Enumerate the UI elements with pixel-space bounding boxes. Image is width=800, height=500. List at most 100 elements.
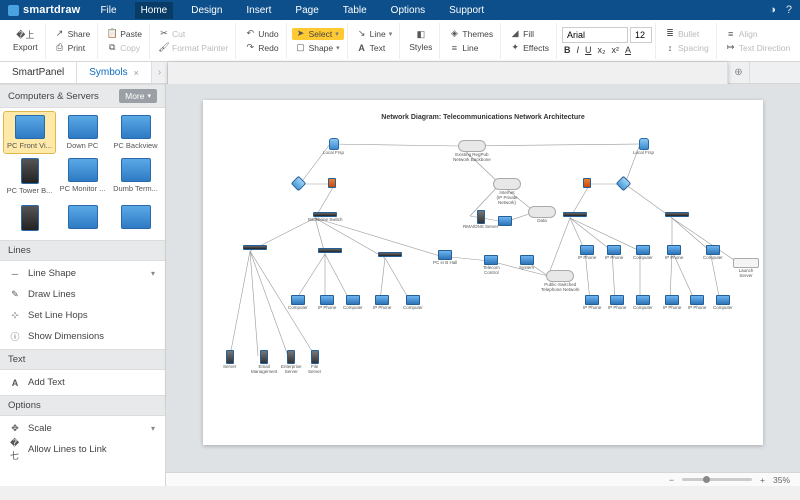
diagram-node[interactable]: [583, 178, 591, 188]
diagram-node[interactable]: [293, 178, 304, 189]
zoom-out-button[interactable]: −: [669, 475, 674, 485]
italic-button[interactable]: I: [576, 45, 579, 55]
superscript-button[interactable]: x²: [611, 45, 619, 55]
diagram-node[interactable]: IP Phone: [688, 295, 706, 311]
diagram-node[interactable]: System: [519, 255, 534, 271]
font-size-input[interactable]: [630, 27, 652, 43]
undo-button[interactable]: ↶Undo: [241, 28, 282, 40]
menu-home[interactable]: Home: [135, 2, 174, 19]
paste-button[interactable]: 📋Paste: [103, 28, 146, 40]
diagram-node[interactable]: IP Phone: [665, 245, 683, 261]
symbol-item[interactable]: PC Tower B...: [4, 155, 55, 198]
diagram-node[interactable]: TelecomControl: [483, 255, 500, 276]
symbol-item[interactable]: Dumb Term...: [110, 155, 161, 198]
diagram-node[interactable]: IP Phone: [373, 295, 391, 311]
symbol-item[interactable]: PC Front Vi...: [4, 112, 55, 153]
diagram-node[interactable]: [318, 248, 342, 253]
diagram-node[interactable]: Local Frsp: [323, 138, 344, 156]
symbol-item[interactable]: Down PC: [57, 112, 108, 153]
add-page-button[interactable]: ⊕: [728, 62, 749, 83]
font-color-button[interactable]: A: [625, 45, 631, 55]
diagram-node[interactable]: FileServer: [308, 350, 321, 375]
export-button[interactable]: �上Export: [9, 27, 42, 54]
symbol-item[interactable]: PC Monitor ...: [57, 155, 108, 198]
align-button[interactable]: ≡Align: [722, 28, 795, 40]
diagram-node[interactable]: IP Phone: [663, 295, 681, 311]
diagram-node[interactable]: Computer: [288, 295, 308, 311]
spacing-button[interactable]: ↕Spacing: [661, 42, 713, 54]
help-icon[interactable]: ?: [786, 4, 792, 16]
copy-button[interactable]: ⧉Copy: [103, 42, 146, 54]
diagram-node[interactable]: IP Phone: [608, 295, 626, 311]
print-button[interactable]: ⎙Print: [51, 42, 95, 54]
symbol-item[interactable]: [110, 202, 161, 236]
redo-button[interactable]: ↷Redo: [241, 42, 282, 54]
font-name-input[interactable]: [562, 27, 628, 43]
diagram-node[interactable]: IP Phone: [578, 245, 596, 261]
line-style-button[interactable]: ≡Line: [445, 42, 497, 54]
menu-table[interactable]: Table: [337, 2, 373, 19]
underline-button[interactable]: U: [585, 45, 592, 55]
styles-button[interactable]: ◧Styles: [405, 27, 436, 54]
diagram-node[interactable]: [618, 178, 629, 189]
tab-nav-right[interactable]: ›: [152, 62, 168, 83]
tab-symbols[interactable]: Symbols×: [77, 62, 152, 83]
diagram-node[interactable]: Computer: [703, 245, 723, 261]
menu-page[interactable]: Page: [289, 2, 324, 19]
subscript-button[interactable]: x₂: [597, 45, 605, 55]
line-tool-button[interactable]: ↘Line▾: [353, 28, 397, 40]
diagram-node[interactable]: Public-SwitchedTelephone Network: [541, 270, 580, 293]
diagram-node[interactable]: Server: [223, 350, 236, 370]
text-tool-button[interactable]: AText: [353, 42, 397, 54]
diagram-node[interactable]: Computer: [633, 295, 653, 311]
diagram-page[interactable]: Network Diagram: Telecommunications Netw…: [203, 100, 763, 445]
allow-link-row[interactable]: �七Allow Lines to Link: [0, 439, 165, 460]
diagram-node[interactable]: Computer: [403, 295, 423, 311]
diagram-node[interactable]: EnterpriseServer: [281, 350, 302, 375]
diagram-node[interactable]: [243, 245, 267, 250]
bullet-button[interactable]: ≣Bullet: [661, 28, 713, 40]
diagram-node[interactable]: [665, 212, 689, 217]
diagram-node[interactable]: Existing RegPubNetwork Backbone: [453, 140, 491, 163]
show-dimensions-row[interactable]: ⓘShow Dimensions: [0, 326, 165, 347]
diagram-node[interactable]: Computer: [713, 295, 733, 311]
diagram-node[interactable]: PC in B Hall: [433, 250, 457, 266]
diagram-node[interactable]: LaunchServer: [733, 258, 759, 279]
scale-row[interactable]: ✥Scale▾: [0, 418, 165, 439]
fill-button[interactable]: ◢Fill: [506, 28, 553, 40]
share-button[interactable]: ↗Share: [51, 28, 95, 40]
diagram-node[interactable]: Data: [528, 206, 556, 224]
text-direction-button[interactable]: ↦Text Direction: [722, 42, 795, 54]
select-tool-button[interactable]: ➤Select▾: [292, 28, 344, 40]
diagram-node[interactable]: Internet(IP Private Network): [493, 178, 521, 206]
diagram-node[interactable]: Computer: [343, 295, 363, 311]
diagram-node[interactable]: Computer: [633, 245, 653, 261]
zoom-in-button[interactable]: +: [760, 475, 765, 485]
diagram-node[interactable]: Backbone Switch: [308, 212, 343, 223]
diagram-node[interactable]: Local Frsp: [633, 138, 654, 156]
symbol-item[interactable]: PC Backview: [110, 112, 161, 153]
add-text-row[interactable]: AAdd Text: [0, 372, 165, 393]
menu-design[interactable]: Design: [185, 2, 228, 19]
line-hops-row[interactable]: ⊹Set Line Hops: [0, 305, 165, 326]
diagram-node[interactable]: [498, 216, 512, 226]
diagram-node[interactable]: IP Phone: [583, 295, 601, 311]
format-painter-button[interactable]: 🖌Format Painter: [155, 42, 232, 54]
cut-button[interactable]: ✂Cut: [155, 28, 232, 40]
zoom-slider[interactable]: [682, 478, 752, 481]
diagram-node[interactable]: [563, 212, 587, 217]
notification-icon[interactable]: ◑: [769, 4, 776, 16]
tab-smartpanel[interactable]: SmartPanel: [0, 62, 77, 83]
line-shape-row[interactable]: ─Line Shape▾: [0, 263, 165, 284]
diagram-node[interactable]: IP Phone: [605, 245, 623, 261]
more-symbols-button[interactable]: More ▾: [119, 89, 157, 103]
diagram-node[interactable]: [328, 178, 336, 188]
diagram-node[interactable]: RMA/DNS Server: [463, 210, 498, 230]
canvas-scroll[interactable]: Network Diagram: Telecommunications Netw…: [166, 84, 800, 472]
symbol-item[interactable]: [57, 202, 108, 236]
themes-button[interactable]: ◈Themes: [445, 28, 497, 40]
shape-tool-button[interactable]: ▢Shape▾: [292, 42, 344, 54]
menu-file[interactable]: File: [94, 2, 122, 19]
symbol-item[interactable]: [4, 202, 55, 236]
effects-button[interactable]: ✦Effects: [506, 42, 553, 54]
